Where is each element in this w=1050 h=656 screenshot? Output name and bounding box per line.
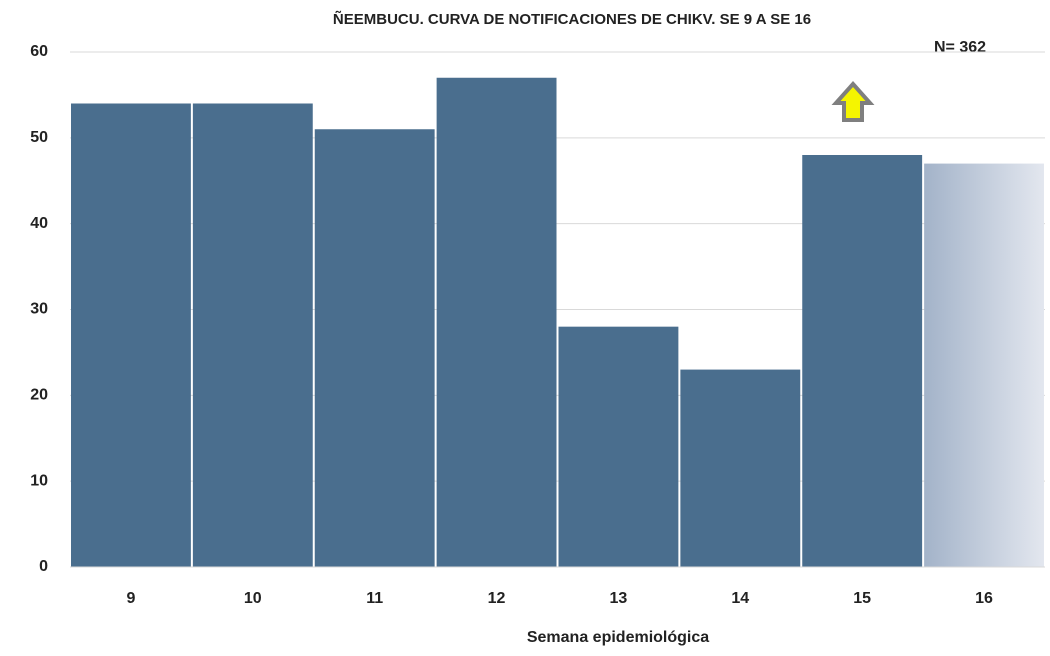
bar <box>314 129 435 567</box>
bars <box>71 77 1044 568</box>
x-tick-label: 11 <box>366 590 383 607</box>
x-tick-label: 9 <box>126 590 135 607</box>
y-tick-label: 10 <box>30 472 48 489</box>
x-axis-title: Semana epidemiológica <box>527 629 709 646</box>
x-tick-label: 12 <box>488 590 506 607</box>
chart-title: ÑEEMBUCU. CURVA DE NOTIFICACIONES DE CHI… <box>333 10 811 28</box>
annotation: N= 362 <box>934 39 986 56</box>
y-tick-label: 50 <box>30 129 48 146</box>
bar <box>436 77 557 567</box>
x-tick-label: 16 <box>975 590 993 607</box>
y-tick-label: 30 <box>30 301 48 318</box>
bar <box>680 369 801 567</box>
x-tick-label: 13 <box>610 590 628 607</box>
y-tick-label: 40 <box>30 215 48 232</box>
x-tick-label: 10 <box>244 590 262 607</box>
x-tick-label: 14 <box>731 590 749 607</box>
bar <box>558 326 679 567</box>
bar <box>802 155 923 567</box>
y-tick-label: 0 <box>39 558 48 575</box>
bar <box>192 103 313 567</box>
y-tick-label: 20 <box>30 387 48 404</box>
bar <box>71 103 191 567</box>
bar <box>924 163 1044 568</box>
up-arrow <box>831 81 875 122</box>
y-tick-label: 60 <box>30 43 48 60</box>
x-tick-label: 15 <box>853 590 871 607</box>
